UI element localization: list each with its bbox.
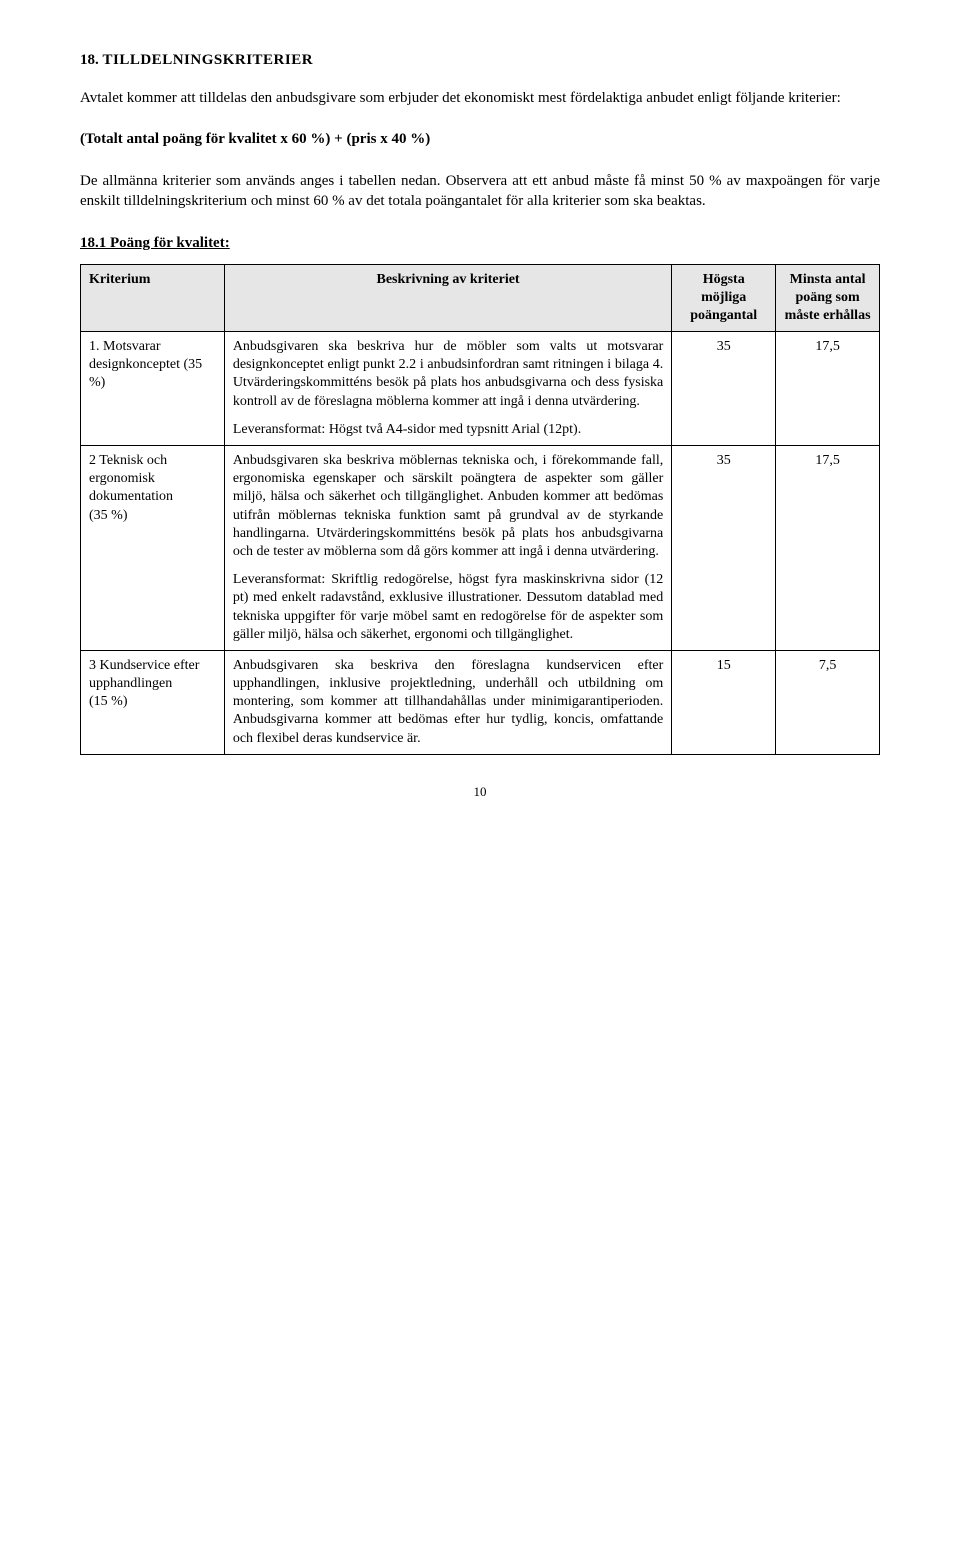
min-points-cell: 17,5 xyxy=(776,446,880,651)
description-paragraph: Anbudsgivaren ska beskriva möblernas tek… xyxy=(233,452,663,561)
criterion-cell: 1. Motsvarar designkonceptet (35 %) xyxy=(81,332,225,446)
description-paragraph: Leveransformat: Skriftlig redogörelse, h… xyxy=(233,571,663,644)
max-points-cell: 35 xyxy=(672,446,776,651)
description-cell: Anbudsgivaren ska beskriva hur de möbler… xyxy=(224,332,671,446)
col-header-criterion: Kriterium xyxy=(81,264,225,332)
description-cell: Anbudsgivaren ska beskriva den föreslagn… xyxy=(224,650,671,754)
description-paragraph: Anbudsgivaren ska beskriva den föreslagn… xyxy=(233,657,663,748)
table-row: 3 Kundservice efter upphandlingen (15 %)… xyxy=(81,650,880,754)
col-header-max-points: Högsta möjliga poängantal xyxy=(672,264,776,332)
min-points-cell: 7,5 xyxy=(776,650,880,754)
description-paragraph: Leveransformat: Högst två A4-sidor med t… xyxy=(233,421,663,439)
formula-line: (Totalt antal poäng för kvalitet x 60 %)… xyxy=(80,129,880,149)
description-paragraph: Anbudsgivaren ska beskriva hur de möbler… xyxy=(233,338,663,411)
page-number: 10 xyxy=(80,783,880,801)
table-row: 2 Teknisk och ergonomisk dokumentation (… xyxy=(81,446,880,651)
heading-title: TILLDELNINGSKRITERIER xyxy=(103,52,314,68)
col-header-description: Beskrivning av kriteriet xyxy=(224,264,671,332)
min-points-cell: 17,5 xyxy=(776,332,880,446)
table-row: 1. Motsvarar designkonceptet (35 %) Anbu… xyxy=(81,332,880,446)
subheading-quality-points: 18.1 Poäng för kvalitet: xyxy=(80,233,880,253)
intro-paragraph: Avtalet kommer att tilldelas den anbudsg… xyxy=(80,88,880,108)
description-cell: Anbudsgivaren ska beskriva möblernas tek… xyxy=(224,446,671,651)
heading-number: 18. xyxy=(80,52,103,68)
criterion-cell: 2 Teknisk och ergonomisk dokumentation (… xyxy=(81,446,225,651)
section-heading: 18. TILLDELNINGSKRITERIER xyxy=(80,50,880,70)
max-points-cell: 35 xyxy=(672,332,776,446)
criteria-table: Kriterium Beskrivning av kriteriet Högst… xyxy=(80,264,880,755)
criterion-cell: 3 Kundservice efter upphandlingen (15 %) xyxy=(81,650,225,754)
col-header-min-points: Minsta antal poäng som måste erhållas xyxy=(776,264,880,332)
max-points-cell: 15 xyxy=(672,650,776,754)
general-paragraph: De allmänna kriterier som används anges … xyxy=(80,171,880,212)
table-header-row: Kriterium Beskrivning av kriteriet Högst… xyxy=(81,264,880,332)
